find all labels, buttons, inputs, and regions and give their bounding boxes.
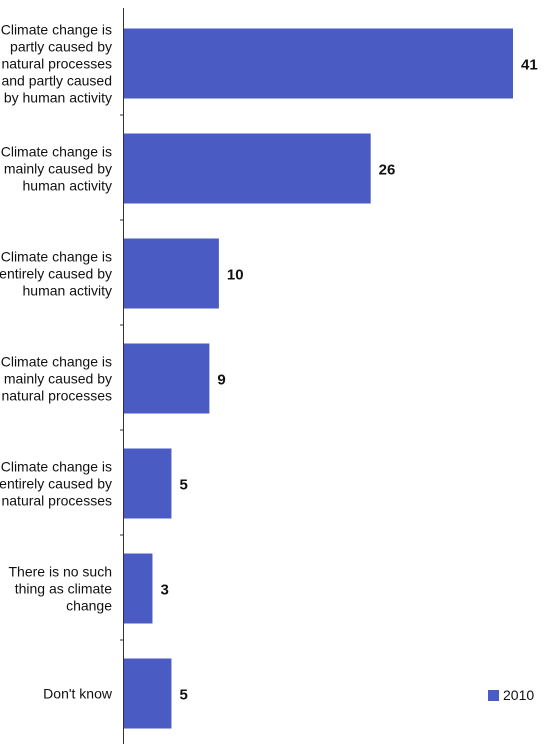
bar-6	[124, 658, 172, 729]
category-label-line: human activity	[23, 283, 112, 299]
bar-series	[124, 28, 513, 729]
category-label-line: Climate change is	[1, 144, 112, 160]
category-label-line: Climate change is	[1, 354, 112, 370]
value-label-5: 3	[160, 582, 168, 599]
category-label-1: Climate change is mainly caused by human a…	[1, 144, 112, 194]
legend: 2010	[488, 687, 534, 703]
category-label-line: There is no such	[9, 564, 113, 580]
bar-2	[124, 238, 219, 309]
category-label-line: by human activity	[4, 90, 112, 106]
axis-ticks	[120, 114, 124, 641]
bar-0	[124, 28, 513, 99]
bar-1	[124, 133, 371, 204]
category-label-0: Climate change is partly caused by natural…	[1, 22, 112, 106]
value-label-1: 26	[379, 162, 396, 179]
category-label-line: natural processes	[1, 388, 112, 404]
category-label-6: Don't know	[43, 686, 113, 702]
category-label-line: Climate change is	[1, 22, 112, 38]
category-label-line: Climate change is	[1, 459, 112, 475]
value-label-4: 5	[179, 477, 187, 494]
value-label-0: 41	[521, 57, 538, 74]
legend-swatch	[488, 690, 499, 701]
category-label-4: Climate change is entirely caused by natur…	[0, 459, 112, 509]
value-labels: 41 26 10 9 5 3 5	[160, 57, 537, 704]
category-label-line: entirely caused by	[0, 476, 112, 492]
category-label-line: change	[66, 598, 112, 614]
category-label-line: partly caused by	[10, 39, 112, 55]
bar-4	[124, 448, 172, 519]
category-label-line: Climate change is	[1, 249, 112, 265]
category-label-3: Climate change is mainly caused by natural…	[1, 354, 112, 404]
value-label-3: 9	[217, 372, 225, 389]
category-label-line: thing as climate	[15, 581, 112, 597]
category-label-line: and partly caused	[1, 73, 112, 89]
category-label-line: natural processes	[1, 493, 112, 509]
category-label-line: Don't know	[43, 686, 113, 702]
value-label-2: 10	[227, 267, 244, 284]
bar-5	[124, 553, 153, 624]
category-label-line: entirely caused by	[0, 266, 112, 282]
category-label-line: mainly caused by	[4, 371, 112, 387]
category-labels: Climate change is partly caused by natural…	[0, 22, 113, 702]
category-label-line: mainly caused by	[4, 161, 112, 177]
value-label-6: 5	[179, 687, 187, 704]
legend-label-2010: 2010	[503, 687, 534, 703]
bar-3	[124, 343, 210, 414]
category-label-line: natural processes	[1, 56, 112, 72]
category-label-2: Climate change is entirely caused by human…	[0, 249, 112, 299]
category-label-5: There is no such thing as climate change	[9, 564, 113, 614]
category-label-line: human activity	[23, 178, 112, 194]
